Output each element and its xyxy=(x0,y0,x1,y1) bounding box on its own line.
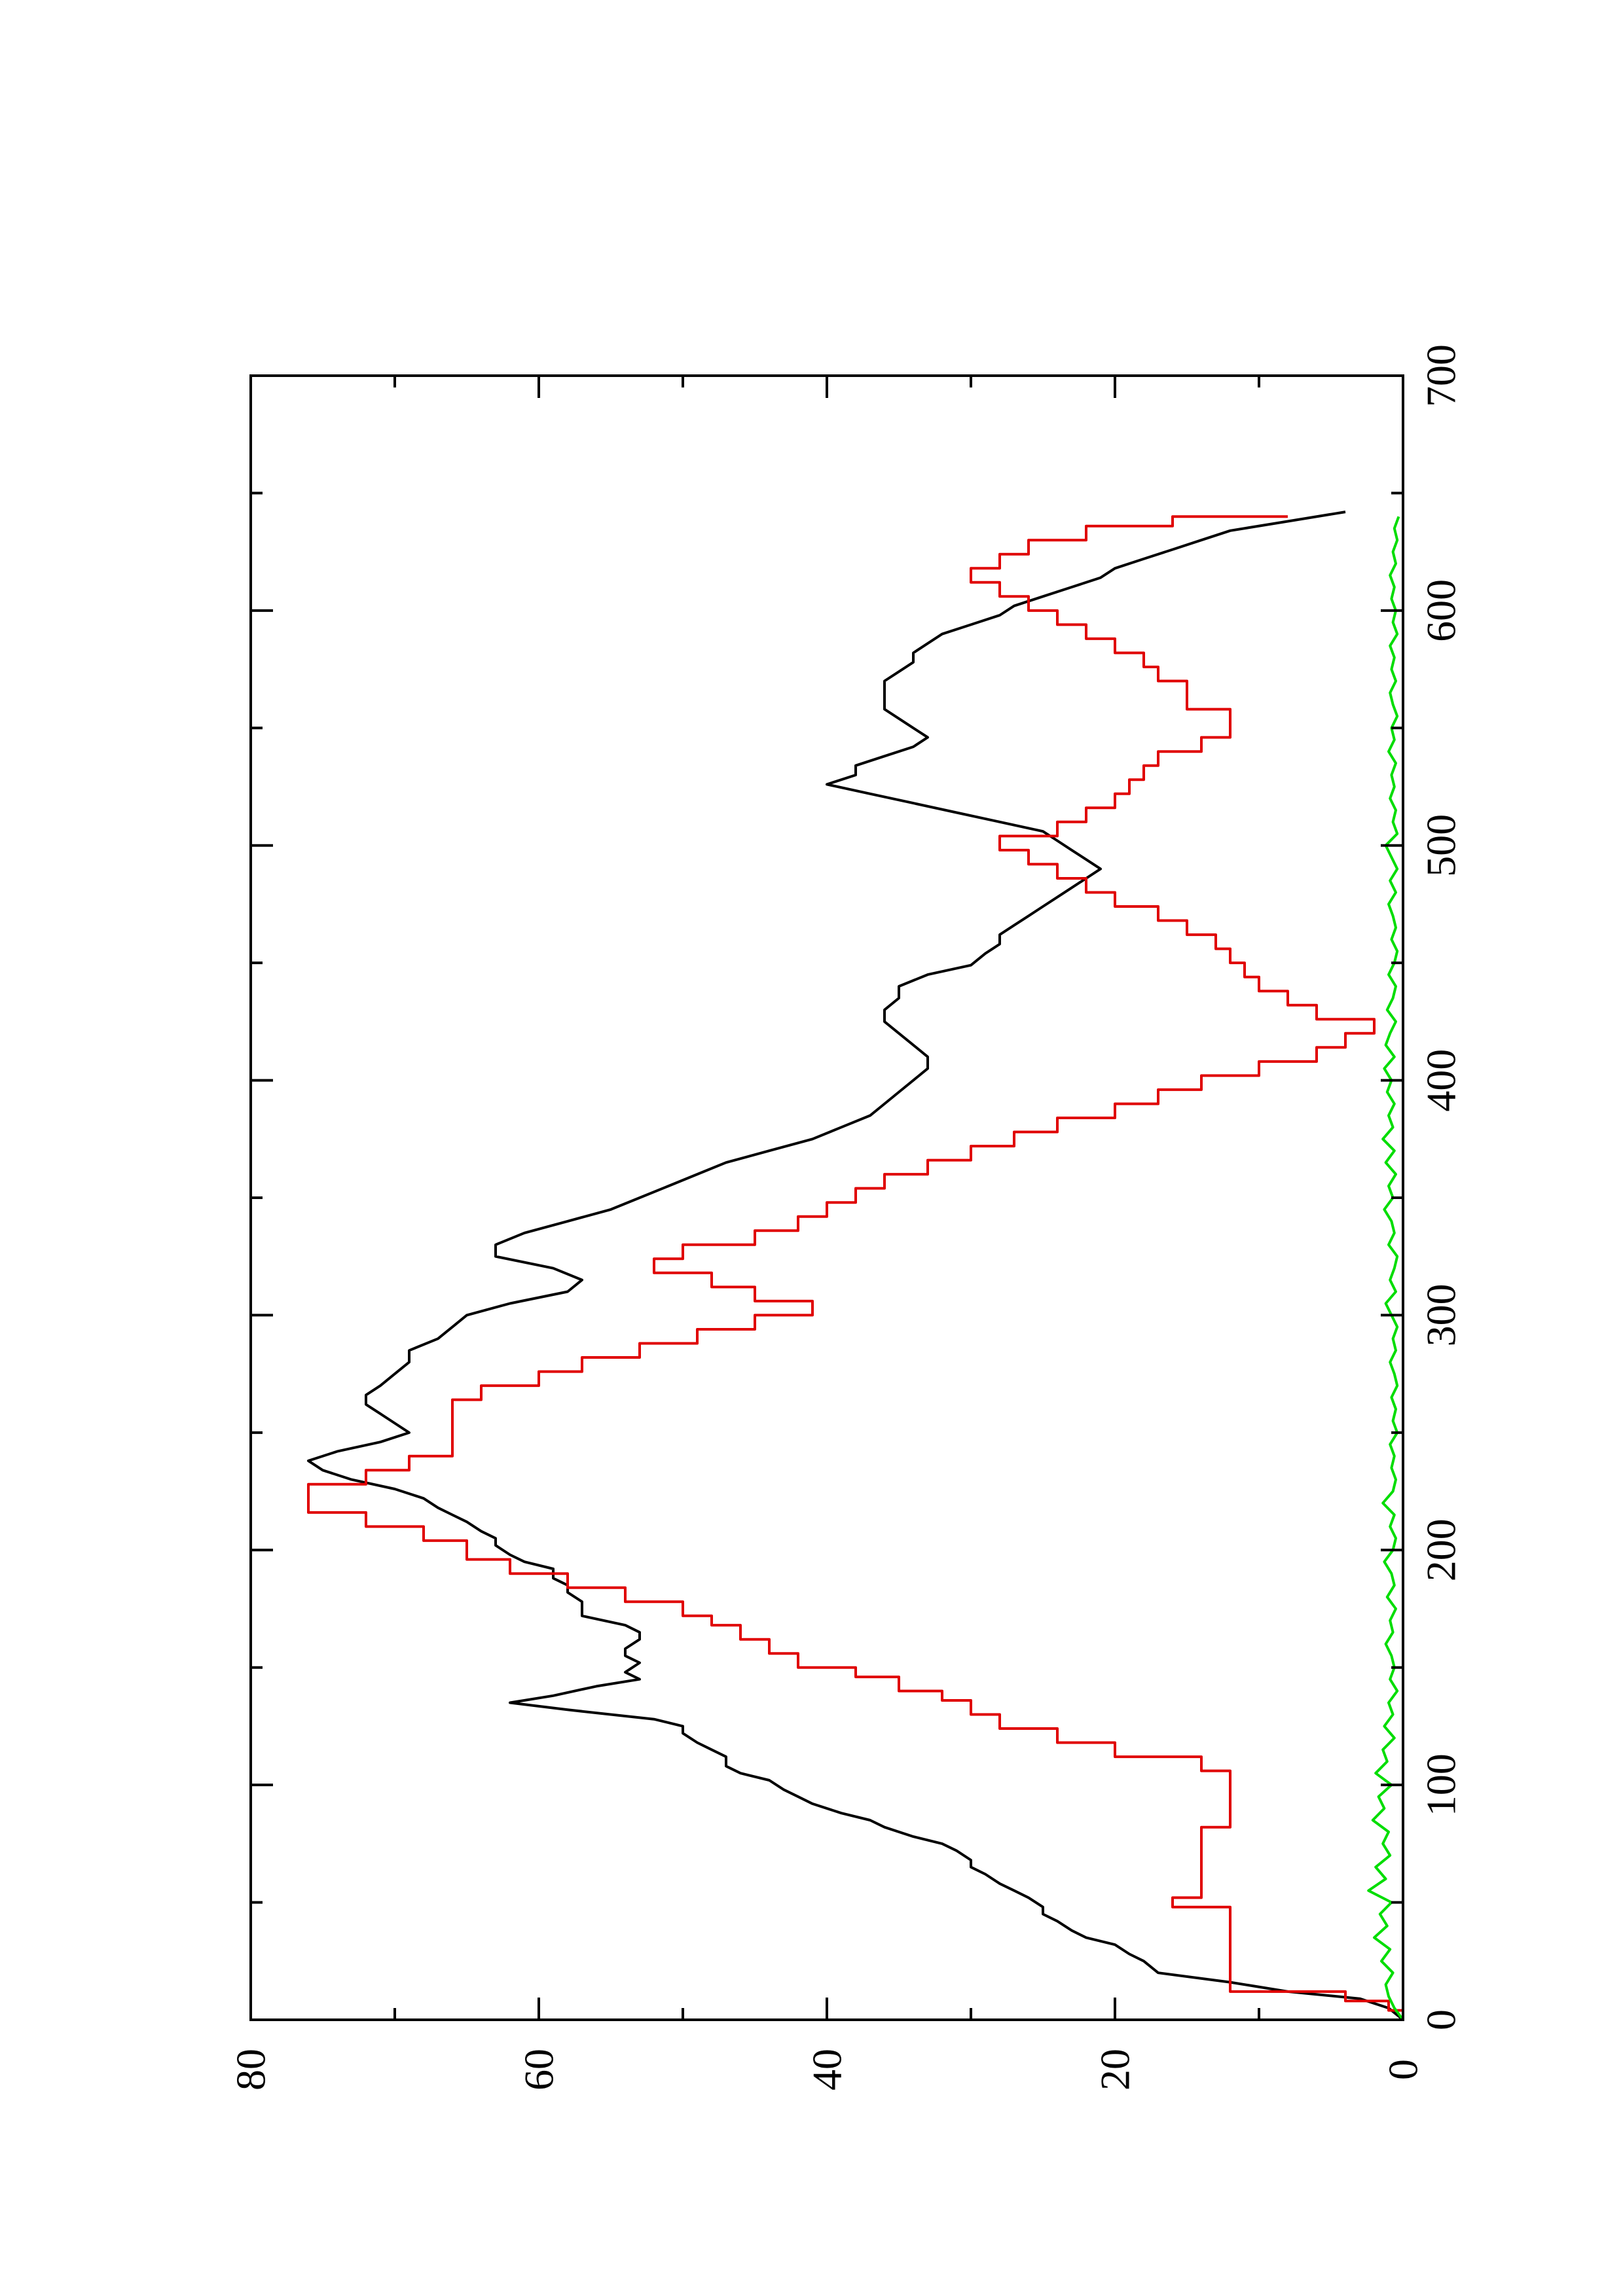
x-tick-label: 500 xyxy=(1418,814,1465,877)
series-line-1 xyxy=(307,511,1404,2021)
y-tick-label: 40 xyxy=(804,2049,850,2090)
series-layer xyxy=(307,511,1404,2021)
y-tick-label: 80 xyxy=(228,2049,274,2090)
labels-layer: 0 100 200 300 400 500 600 700 0 20 40 60 80 xyxy=(228,344,1465,2090)
x-tick-label: 0 xyxy=(1418,2009,1465,2030)
x-tick-label: 100 xyxy=(1418,1753,1465,1816)
x-tick-label: 700 xyxy=(1418,344,1465,407)
x-tick-label: 600 xyxy=(1418,579,1465,642)
y-tick-label: 0 xyxy=(1380,2059,1427,2080)
x-tick-label: 400 xyxy=(1418,1049,1465,1112)
series-line-3 xyxy=(1367,516,1404,2021)
y-tick-label: 20 xyxy=(1092,2049,1139,2090)
plot-frame xyxy=(249,374,1404,2021)
series-line-2 xyxy=(307,515,1404,2020)
x-tick-label: 300 xyxy=(1418,1283,1465,1346)
x-tick-label: 200 xyxy=(1418,1518,1465,1581)
y-tick-label: 60 xyxy=(516,2049,562,2090)
